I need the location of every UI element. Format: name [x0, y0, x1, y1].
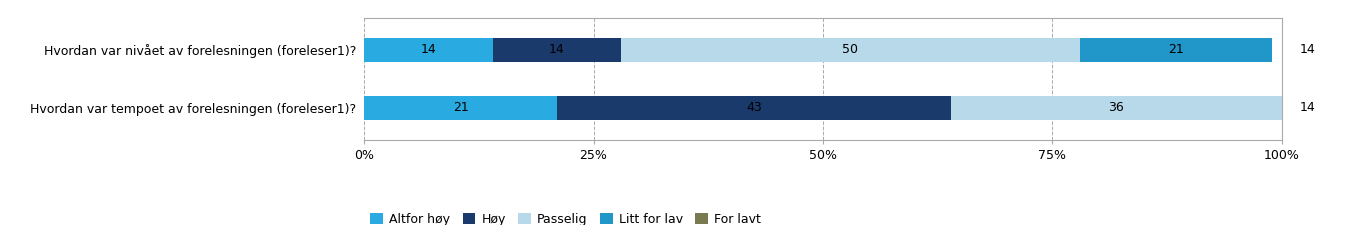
Text: 14: 14 — [1300, 43, 1315, 56]
Text: 21: 21 — [453, 101, 468, 114]
Bar — [364, 38, 492, 62]
Text: 21: 21 — [1168, 43, 1184, 56]
Bar — [364, 96, 557, 120]
Text: 14: 14 — [421, 43, 436, 56]
Text: 14: 14 — [549, 43, 565, 56]
Bar — [621, 38, 1079, 62]
Text: 43: 43 — [746, 101, 762, 114]
Text: 14: 14 — [1300, 101, 1315, 114]
Bar — [557, 96, 951, 120]
Bar — [492, 38, 621, 62]
Text: 50: 50 — [842, 43, 858, 56]
Bar — [1079, 38, 1272, 62]
Bar — [951, 96, 1282, 120]
Legend: Altfor høy, Høy, Passelig, Litt for lav, For lavt: Altfor høy, Høy, Passelig, Litt for lav,… — [371, 213, 761, 225]
Text: 36: 36 — [1109, 101, 1124, 114]
